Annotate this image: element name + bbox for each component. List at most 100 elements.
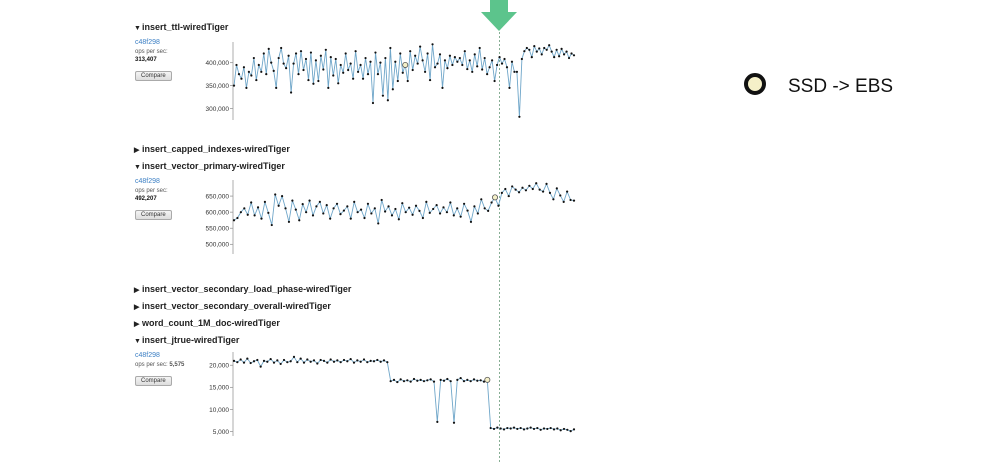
data-point	[245, 86, 248, 89]
data-point	[505, 66, 509, 69]
data-point	[446, 67, 449, 70]
data-point	[552, 428, 556, 431]
highlight-point	[484, 376, 491, 383]
compare-button[interactable]: Compare	[135, 376, 172, 386]
data-point	[432, 207, 435, 211]
data-point	[399, 52, 402, 55]
y-tick-label: 20,000	[209, 363, 229, 370]
data-point	[414, 204, 418, 207]
data-point	[391, 88, 394, 91]
data-point	[569, 430, 572, 433]
data-point	[539, 428, 542, 431]
data-point	[479, 379, 482, 382]
data-point	[286, 361, 289, 364]
data-point	[384, 56, 387, 60]
data-point	[456, 378, 459, 381]
data-point	[472, 378, 476, 381]
data-point	[448, 54, 452, 57]
data-point	[418, 209, 421, 212]
compare-button[interactable]: Compare	[135, 71, 172, 81]
data-point	[359, 63, 362, 67]
data-point	[459, 376, 462, 380]
section-header-insert-capped-indexes[interactable]: ▶ insert_capped_indexes-wiredTiger	[134, 144, 290, 154]
data-point	[315, 205, 318, 208]
data-point	[349, 62, 352, 65]
data-point	[243, 207, 246, 210]
y-tick-label: 500,000	[206, 242, 230, 249]
data-point	[256, 206, 260, 209]
data-point	[332, 74, 335, 77]
section-header-insert-ttl[interactable]: ▼insert_ttl-wiredTiger	[134, 22, 228, 32]
data-point	[504, 187, 507, 191]
section-header-word-count[interactable]: ▶ word_count_1M_doc-wiredTiger	[134, 318, 280, 328]
section-title: insert_capped_indexes-wiredTiger	[142, 144, 290, 154]
data-point	[256, 358, 259, 362]
data-point	[461, 63, 464, 67]
y-tick-label: 5,000	[213, 429, 230, 436]
data-point	[392, 378, 396, 381]
legend-label: SSD -> EBS	[788, 76, 894, 97]
data-point	[232, 359, 236, 362]
data-point	[569, 198, 572, 202]
data-point	[312, 82, 315, 85]
data-point	[327, 86, 330, 89]
data-point	[339, 63, 342, 67]
data-point	[272, 361, 276, 364]
data-point	[406, 379, 409, 382]
data-point	[441, 86, 444, 89]
data-point	[317, 79, 320, 83]
data-point	[374, 51, 377, 54]
commit-link[interactable]: c48f298	[135, 39, 160, 46]
data-point	[359, 360, 362, 363]
data-point	[566, 190, 569, 193]
caret-right-icon: ▶	[134, 287, 140, 294]
data-point	[548, 191, 552, 194]
data-point	[538, 188, 541, 191]
data-point	[366, 361, 369, 364]
data-point	[349, 357, 352, 361]
data-point	[490, 201, 493, 204]
section-header-insert-vector-primary[interactable]: ▼insert_vector_primary-wiredTiger	[134, 161, 285, 171]
data-point	[276, 359, 279, 362]
data-point	[242, 66, 246, 69]
data-point	[528, 48, 531, 51]
data-point	[483, 207, 486, 210]
data-point	[442, 379, 446, 382]
caret-down-icon: ▼	[134, 164, 141, 171]
y-tick-label: 550,000	[206, 226, 230, 233]
data-point	[250, 74, 253, 77]
data-point	[463, 50, 466, 53]
commit-link[interactable]: c48f298	[135, 178, 160, 185]
data-point	[565, 50, 568, 53]
section-header-insert-vector-secondary-load[interactable]: ▶ insert_vector_secondary_load_phase-wire…	[134, 284, 351, 294]
ops-label-text: ops per sec:	[135, 362, 168, 368]
data-point	[394, 60, 397, 63]
data-point	[322, 212, 325, 215]
data-point	[572, 199, 576, 202]
data-point	[277, 56, 280, 60]
data-point	[326, 361, 329, 364]
data-point	[452, 214, 455, 217]
commit-link[interactable]: c48f298	[135, 352, 160, 359]
data-point	[409, 50, 412, 53]
data-point	[511, 185, 514, 188]
data-point	[562, 53, 566, 56]
data-point	[289, 360, 292, 363]
data-point	[402, 380, 406, 383]
section-header-insert-vector-secondary-overall[interactable]: ▶ insert_vector_secondary_overall-wiredTi…	[134, 301, 331, 311]
data-point	[443, 59, 447, 62]
data-point	[376, 358, 379, 362]
data-point	[462, 380, 466, 383]
ops-value: 492,207	[135, 196, 157, 202]
panel-meta-1: c48f298 ops per sec: 313,407 Compare	[135, 38, 172, 82]
section-title: insert_vector_secondary_overall-wiredTig…	[142, 301, 331, 311]
data-point	[522, 428, 526, 431]
data-point	[436, 62, 439, 65]
y-tick-label: 15,000	[209, 385, 229, 392]
compare-button[interactable]: Compare	[135, 210, 172, 220]
data-point	[347, 68, 350, 72]
data-point	[389, 46, 392, 50]
ops-label: ops per sec:	[135, 188, 168, 194]
section-header-insert-jtrue[interactable]: ▼insert_jtrue-wiredTiger	[134, 335, 239, 345]
